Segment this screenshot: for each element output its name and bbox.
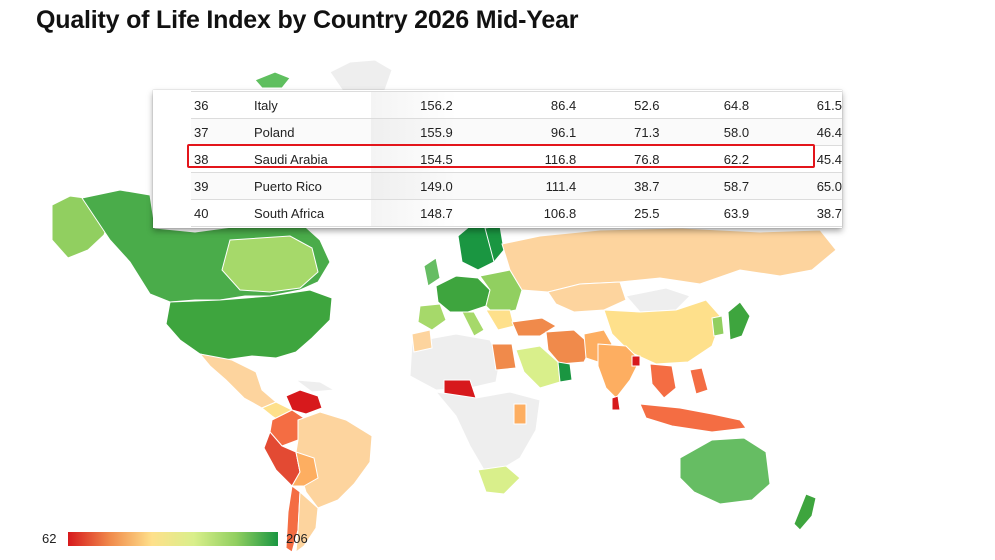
map-region-india [597, 343, 641, 399]
value-cell: 111.4 [456, 172, 577, 200]
rank-cell: 40 [191, 199, 254, 227]
map-region-japan [727, 301, 751, 341]
value-cell: 62.2 [659, 145, 750, 173]
country-cell: Italy [253, 91, 372, 119]
value-cell: 63.9 [659, 199, 750, 227]
country-cell: South Africa [253, 199, 372, 227]
map-region-mexico [198, 353, 277, 409]
legend-min-label: 62 [42, 531, 57, 546]
map-region-turkey [511, 317, 557, 337]
data-table-panel: 36 Italy 156.2 86.4 52.6 64.8 61.5 37 Po… [153, 90, 842, 228]
value-cell: 156.2 [371, 91, 457, 119]
table-row: 37 Poland 155.9 96.1 71.3 58.0 46.4 [191, 118, 842, 146]
table-row-highlighted: 38 Saudi Arabia 154.5 116.8 76.8 62.2 45… [191, 145, 842, 173]
value-cell: 76.8 [576, 145, 660, 173]
map-region-oman [557, 361, 573, 383]
map-region-caribbean [294, 379, 336, 393]
value-cell: 46.4 [749, 118, 842, 146]
map-region-kazakhstan [547, 281, 627, 313]
value-cell: 65.0 [749, 172, 842, 200]
map-region-bolivia [291, 451, 319, 487]
legend-max-label: 206 [286, 531, 308, 546]
value-cell: 38.7 [576, 172, 660, 200]
map-region-uk [423, 257, 441, 287]
map-region-southeast-asia [649, 363, 677, 399]
table-row: 40 South Africa 148.7 106.8 25.5 63.9 38… [191, 199, 842, 227]
value-cell: 58.7 [659, 172, 750, 200]
map-region-morocco [411, 329, 433, 353]
map-region-italy [461, 311, 485, 337]
rank-cell: 36 [191, 91, 254, 119]
rank-cell: 39 [191, 172, 254, 200]
map-region-australia [679, 437, 771, 505]
value-cell: 155.9 [371, 118, 457, 146]
value-cell: 116.8 [456, 145, 577, 173]
map-region-kenya [513, 403, 527, 425]
value-cell: 154.5 [371, 145, 457, 173]
map-region-russia [501, 227, 837, 293]
map-region-sri-lanka [611, 395, 621, 411]
highlight-box [187, 144, 815, 168]
color-scale-legend [68, 532, 278, 546]
value-cell: 61.5 [749, 91, 842, 119]
rank-cell: 38 [191, 145, 254, 173]
map-region-usa [165, 289, 333, 361]
value-cell: 106.8 [456, 199, 577, 227]
map-region-bangladesh [631, 355, 641, 367]
value-cell: 64.8 [659, 91, 750, 119]
map-region-egypt [491, 343, 517, 371]
map-region-philippines [689, 367, 709, 395]
value-cell: 148.7 [371, 199, 457, 227]
value-cell: 25.5 [576, 199, 660, 227]
map-region-iran [545, 329, 593, 365]
map-region-canada-east [221, 235, 319, 293]
map-region-new-zealand [793, 493, 817, 531]
map-region-iberia [417, 303, 447, 331]
value-cell: 86.4 [456, 91, 577, 119]
value-cell: 52.6 [576, 91, 660, 119]
map-region-indonesia [639, 403, 747, 433]
value-cell: 149.0 [371, 172, 457, 200]
map-region-south-africa [477, 465, 521, 495]
table-row: 39 Puerto Rico 149.0 111.4 38.7 58.7 65.… [191, 172, 842, 200]
map-region-balkans [485, 309, 515, 331]
value-cell: 38.7 [749, 199, 842, 227]
value-cell: 71.3 [576, 118, 660, 146]
country-cell: Puerto Rico [253, 172, 372, 200]
map-region-argentina [295, 490, 319, 554]
value-cell: 96.1 [456, 118, 577, 146]
country-cell: Saudi Arabia [253, 145, 372, 173]
table-row: 36 Italy 156.2 86.4 52.6 64.8 61.5 [191, 91, 842, 119]
map-region-iceland [254, 71, 291, 89]
country-cell: Poland [253, 118, 372, 146]
chart-title: Quality of Life Index by Country 2026 Mi… [36, 6, 579, 34]
rank-cell: 37 [191, 118, 254, 146]
map-region-mongolia [625, 287, 691, 313]
map-region-western-europe [435, 275, 491, 313]
map-region-korea [711, 315, 725, 337]
value-cell: 45.4 [749, 145, 842, 173]
value-cell: 58.0 [659, 118, 750, 146]
